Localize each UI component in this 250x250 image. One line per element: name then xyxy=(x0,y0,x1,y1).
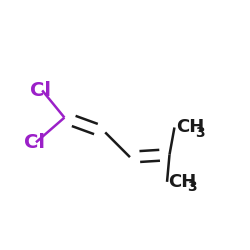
Text: CH: CH xyxy=(176,118,204,136)
Text: 3: 3 xyxy=(187,180,197,194)
Text: Cl: Cl xyxy=(30,81,52,100)
Text: CH: CH xyxy=(168,173,196,191)
Text: Cl: Cl xyxy=(24,133,45,152)
Text: 3: 3 xyxy=(195,126,204,140)
